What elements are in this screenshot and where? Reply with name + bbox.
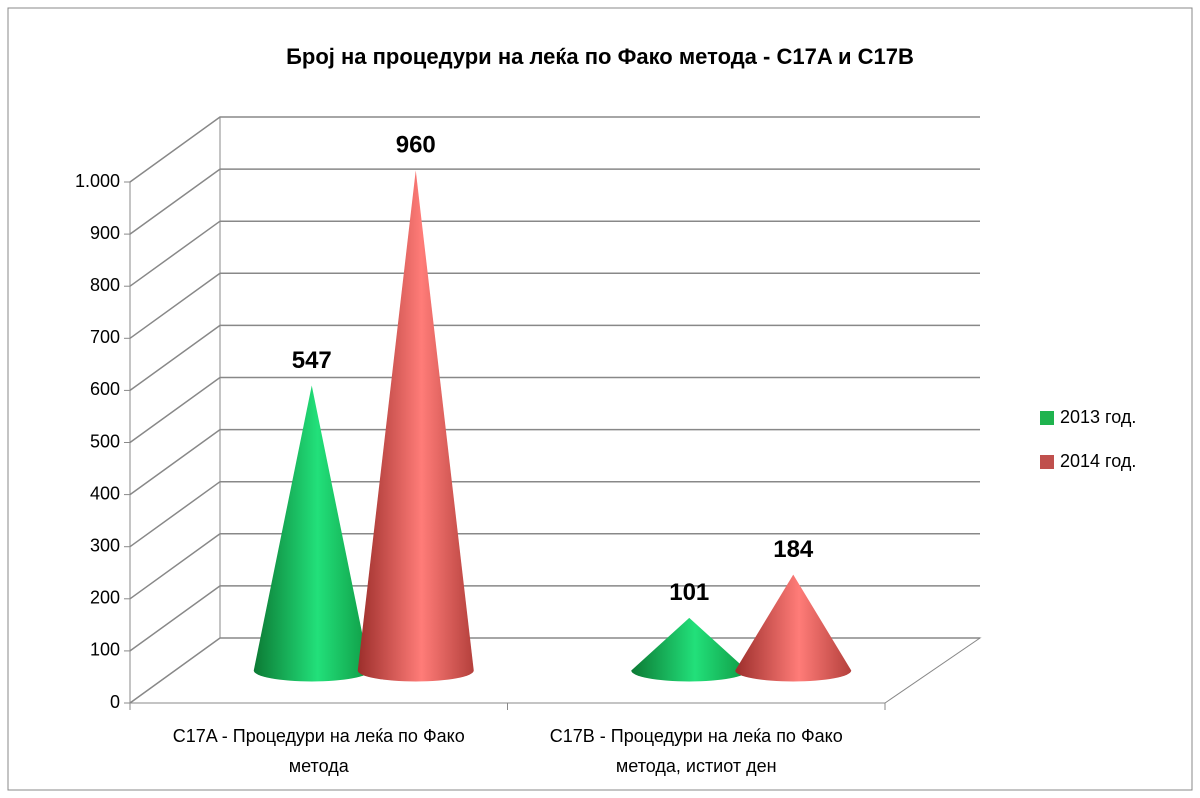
- legend-label: 2013 год.: [1060, 407, 1136, 427]
- grid-line: [129, 116, 980, 183]
- chart-title: Број на процедури на леќа по Фако метода…: [286, 44, 914, 69]
- grid-line: [129, 324, 980, 392]
- value-label: 960: [396, 132, 436, 159]
- cone: [735, 574, 852, 682]
- cone: [631, 617, 748, 682]
- legend-label: 2014 год.: [1060, 451, 1136, 471]
- y-tick-label: 100: [90, 640, 120, 660]
- grid-line: [129, 533, 980, 600]
- value-label: 184: [773, 536, 814, 563]
- x-tick-label: C17A - Процедури на леќа по Фако метода: [172, 726, 465, 776]
- grid-line: [129, 272, 980, 339]
- legend-swatch: [1040, 411, 1054, 425]
- legend-swatch: [1040, 455, 1054, 469]
- grid-line: [129, 168, 980, 235]
- y-tick-label: 0: [110, 692, 120, 712]
- y-tick-label: 400: [90, 483, 120, 503]
- y-tick-label: 300: [90, 535, 120, 555]
- value-label: 547: [292, 347, 332, 374]
- y-tick-label: 1.000: [75, 171, 120, 191]
- y-tick-label: 700: [90, 327, 120, 347]
- y-tick-label: 900: [90, 223, 120, 243]
- y-tick-label: 800: [90, 275, 120, 295]
- y-tick-label: 500: [90, 431, 120, 451]
- cone: [357, 170, 474, 682]
- grid-line: [129, 585, 980, 652]
- cone: [253, 385, 370, 682]
- value-label: 101: [669, 579, 709, 606]
- grid-line: [129, 376, 980, 444]
- y-tick-label: 600: [90, 379, 120, 399]
- y-tick-label: 200: [90, 588, 120, 608]
- grid-line: [129, 220, 980, 287]
- grid-line: [129, 480, 980, 548]
- x-tick-label: C17B - Процедури на леќа по Фако метода,…: [549, 726, 843, 776]
- grid-line: [129, 637, 980, 704]
- chart-border: [7, 7, 1193, 791]
- grid-line: [129, 428, 980, 496]
